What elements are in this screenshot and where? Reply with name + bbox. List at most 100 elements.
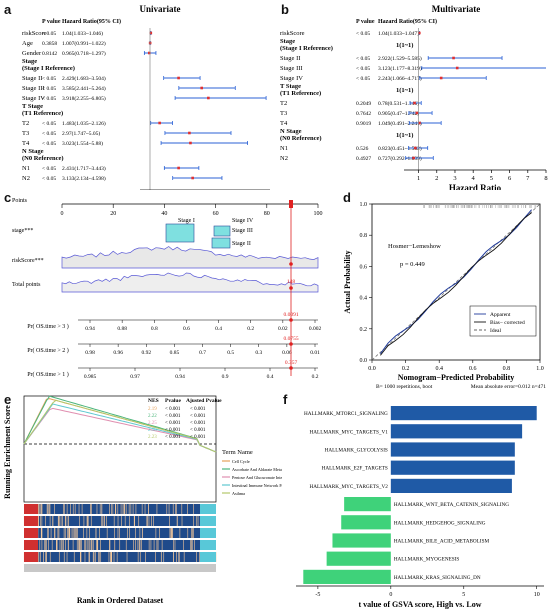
legend-label: Bias− corrected [490,320,525,326]
riskscore-density [61,246,319,269]
row-header: N Stage [22,148,44,155]
probability-tick-label: 0.97 [130,374,140,380]
enrichment-curve [23,407,217,453]
table-header-adjusted: Ajusted Pvalue [186,398,222,404]
probability-tick-label: 0.96 [113,350,123,356]
hazard-ratio: 3.123(1.177~8.319) [378,65,422,72]
probability-tick-label: 0.2 [247,326,254,332]
bar [341,515,391,530]
legend-label: Intestinal Immune Network For Iga Produc… [232,483,282,488]
table-pvalue: < 0.001 [165,414,181,419]
stage-label: Stage IV [232,218,254,224]
row-label: T3 [22,130,29,137]
row-label: Stage II [22,75,42,82]
nomogram-row-label: Total points [12,282,41,288]
p-value: < 0.05 [42,31,56,37]
bar [390,406,537,421]
stage-label: Stage II [232,241,251,247]
p-value: < 0.05 [42,121,56,127]
stage-label: Stage III [232,228,253,234]
legend-label: Ideal [490,328,501,334]
probability-tick-label: 0.98 [85,350,95,356]
hazard-ratio: 2.243(1.066~4.717) [378,75,422,82]
points-tick-label: 60 [213,211,219,217]
x-tick-label: 0.8 [503,366,511,372]
p-value: < 0.05 [42,166,56,172]
enrichment-curve [23,399,217,453]
point-estimate [177,76,180,80]
x-tick-label: 0.0 [368,366,376,372]
panel-label-b: b [281,2,289,17]
points-tick-label: 0 [61,211,64,217]
table-adjusted: < 0.001 [190,414,206,419]
row-header-sub: (T1 Reference) [22,110,63,117]
legend-title: Term Name [222,449,253,456]
bar-label: HALLMARK_E2F_TARGETS [322,466,388,472]
probability-tick-label: 0.92 [141,350,151,356]
x-tick-label: 0.6 [469,366,477,372]
hazard-ratio: 2.922(1.529~5.585) [378,55,422,62]
bar-label: HALLMARK_WNT_BETA_CATENIN_SIGNALING [394,502,509,508]
probability-tick-label: 0.8 [151,326,158,332]
point-estimate [412,156,415,160]
forest-plot-univariate: Univariate P value Hazard Ratio(95% CI) ris… [22,4,270,190]
bar [390,424,523,439]
y-axis-label: Actual Probability [343,250,352,313]
p-value: 0.2049 [356,101,371,107]
column-header-hr: Hazard Ratio(95% CI) [378,18,437,25]
row-label: N1 [280,145,288,152]
plot-title: Multivariate [432,4,481,14]
indicator-marker [289,200,293,208]
table-nes: 2.22 [148,414,157,419]
y-tick-label: 1.0 [360,202,368,208]
probability-tick-label: 0.002 [309,326,322,332]
x-tick-label: 0.4 [435,366,443,372]
bar [303,569,391,584]
point-estimate [189,141,192,145]
p-value: 0.9019 [356,121,371,127]
x-tick-label: 6 [508,175,512,182]
row-header-sub: (N0 Reference) [22,155,64,162]
stage-box-1 [165,223,195,243]
panel-label-f: f [283,392,288,407]
table-pvalue: < 0.001 [165,421,181,426]
bar-label: HALLMARK_MYOGENESIS [394,557,460,563]
table-nes: 2.23 [148,435,157,440]
table-pvalue: < 0.001 [165,428,181,433]
points-tick-label: 100 [314,211,323,217]
legend-box [469,305,537,337]
enrichment-curve [23,403,217,453]
rank-strip-cyan [200,516,216,526]
y-tick-label: 0.2 [360,327,368,333]
p-value: < 0.05 [356,56,370,62]
x-axis-label: Rank in Ordered Dataset [77,596,164,605]
points-tick-label: 20 [110,211,116,217]
reference-value: 1(1~1) [396,132,413,139]
x-axis-label: Hazard Ratio [449,183,502,190]
rank-strip-cyan [200,552,216,562]
nomogram-row-label: riskScore*** [12,258,44,264]
point-estimate [149,31,153,35]
hazard-ratio: 2.97(1.747~5.05) [62,130,100,137]
hazard-ratio: 0.823(0.451~1.502) [378,145,422,152]
indicator-dot [289,286,293,290]
bar [390,478,512,493]
p-value: 0.8142 [42,51,57,57]
p-value: < 0.05 [356,76,370,82]
row-label: T4 [280,120,288,127]
p-value: 0.3858 [42,41,57,47]
rank-strip-red [24,552,38,562]
indicator-dot [289,366,293,370]
nomogram-row-label: Pr( OS.time > 3 ) [27,323,69,330]
footer-left: B= 1000 repetitions, boot [376,384,433,390]
hazard-ratio: 0.727(0.292~1.809) [378,155,422,162]
point-estimate [207,96,210,100]
x-tick-label: 4 [472,175,476,182]
bar-label: HALLMARK_MYC_TARGETS_V2 [310,484,389,490]
rank-strip-red [24,516,38,526]
probability-tick-label: 0.9 [222,374,229,380]
hazard-ratio: 1.049(0.491~2.241) [378,120,422,127]
p-value: < 0.05 [42,76,56,82]
gsea-plot: NES Pvalue Ajusted Pvalue 2.19 < 0.001 < 0.00… [3,395,282,605]
total-value: 148 [287,279,296,285]
